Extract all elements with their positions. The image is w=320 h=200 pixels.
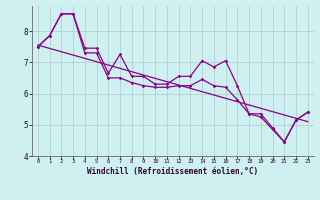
X-axis label: Windchill (Refroidissement éolien,°C): Windchill (Refroidissement éolien,°C): [87, 167, 258, 176]
